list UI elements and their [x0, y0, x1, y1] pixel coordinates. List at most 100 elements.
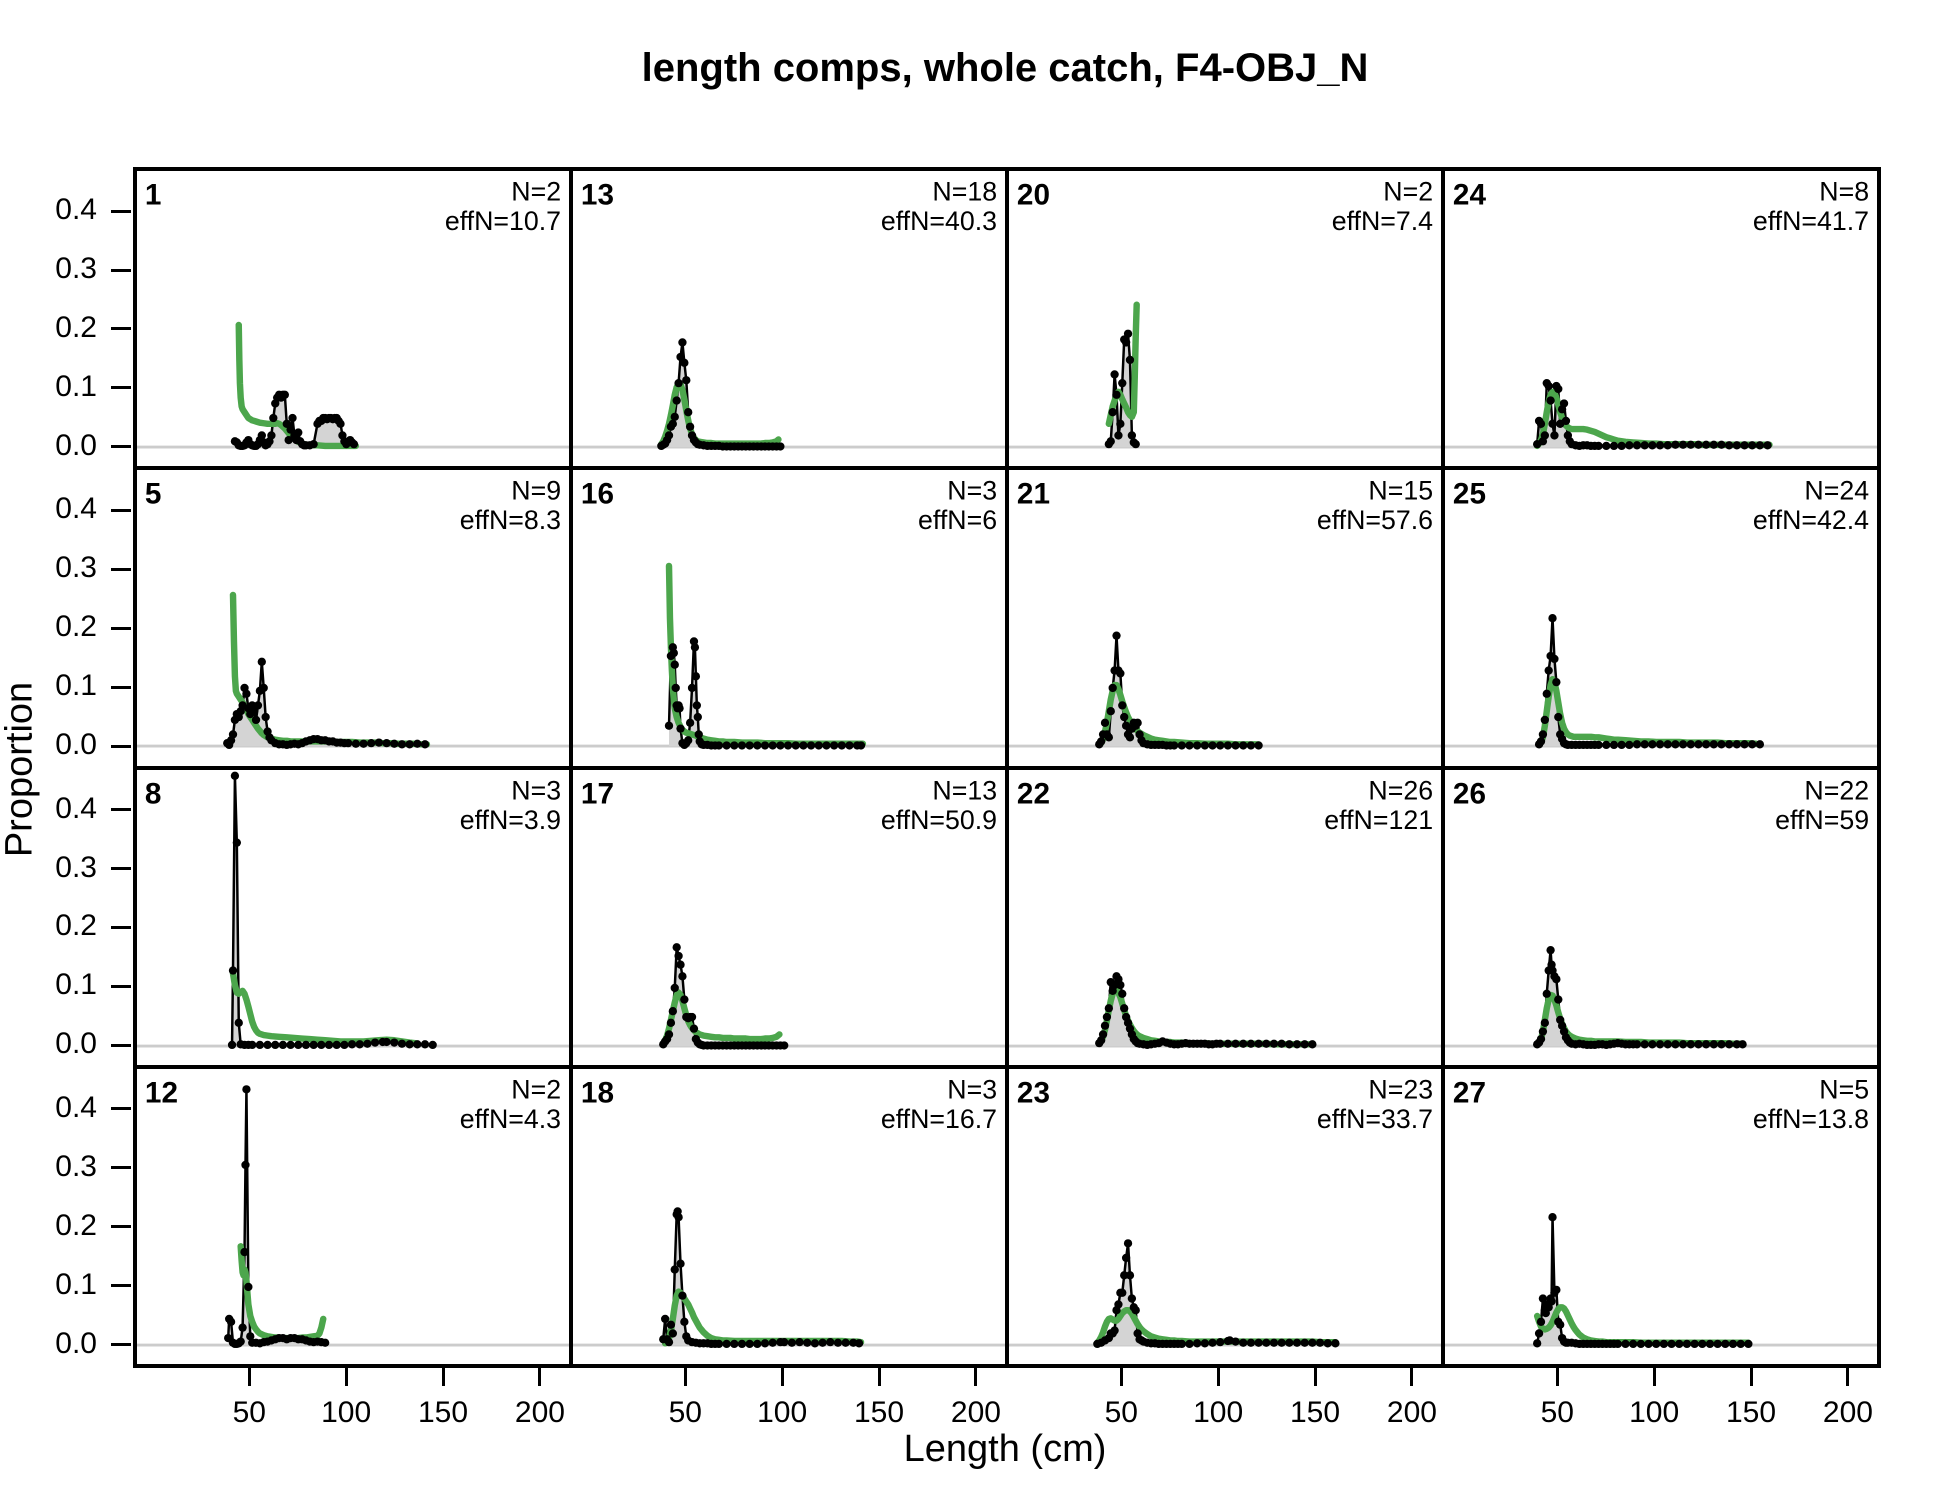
observed-points — [1095, 971, 1317, 1049]
y-tick-mark — [111, 268, 131, 272]
y-tick-mark — [111, 209, 131, 213]
panel-22: 22 N=26 effN=121 — [1007, 767, 1443, 1067]
y-tick-mark — [111, 386, 131, 390]
observed-fill — [663, 1211, 860, 1345]
x-tick-mark — [974, 1366, 978, 1386]
observed-line — [226, 1087, 326, 1345]
observed-points — [664, 637, 866, 750]
observed-fill — [1539, 618, 1760, 747]
x-tick-label: 50 — [668, 1396, 702, 1429]
sample-size-label: N=3 — [947, 476, 997, 506]
x-tick-mark — [247, 1366, 251, 1386]
sample-size-label: N=18 — [932, 177, 997, 207]
x-tick-mark — [1846, 1366, 1850, 1386]
x-axis-title: Length (cm) — [903, 1428, 1107, 1470]
y-tick-mark — [111, 1225, 131, 1229]
x-tick-label: 150 — [854, 1396, 905, 1429]
y-tick-label: 0.3 — [55, 551, 97, 585]
y-tick-label: 0.2 — [55, 310, 97, 344]
y-tick-label: 0.0 — [55, 1326, 97, 1360]
effective-n-label: effN=4.3 — [460, 1104, 561, 1134]
panel-id-label: 18 — [581, 1076, 614, 1109]
observed-points — [1532, 1212, 1753, 1348]
effective-n-label: effN=33.7 — [1317, 1104, 1433, 1134]
y-tick-label: 0.0 — [55, 728, 97, 762]
y-tick-mark — [111, 567, 131, 571]
y-tick-label: 0.0 — [55, 1027, 97, 1061]
observed-fill — [1537, 949, 1743, 1046]
x-tick-mark — [1313, 1366, 1317, 1386]
observed-points — [223, 657, 430, 750]
y-tick-label: 0.1 — [55, 1267, 97, 1301]
x-tick-mark — [1749, 1366, 1753, 1386]
y-tick-label: 0.4 — [55, 492, 97, 526]
observed-points — [230, 390, 359, 451]
panel-8: 8 N=3 effN=3.9 — [135, 767, 571, 1067]
panel-id-label: 12 — [145, 1076, 178, 1109]
observed-fill — [1099, 975, 1313, 1046]
observed-line — [1538, 617, 1760, 747]
x-tick-label: 50 — [232, 1396, 266, 1429]
expected-line — [229, 969, 419, 1046]
observed-points — [1532, 945, 1747, 1049]
y-tick-mark — [111, 1284, 131, 1288]
panel-id-label: 26 — [1453, 777, 1486, 810]
observed-points — [1532, 378, 1772, 451]
panel-id-label: 1 — [145, 179, 162, 212]
panel-id-label: 17 — [581, 777, 614, 810]
panel-1: 1 N=2 effN=10.7 — [135, 169, 571, 469]
x-tick-mark — [441, 1366, 445, 1386]
panel-id-label: 24 — [1453, 179, 1487, 212]
y-tick-mark — [111, 685, 131, 689]
observed-fill — [663, 946, 785, 1046]
observed-points — [1534, 614, 1765, 750]
x-tick-mark — [1410, 1366, 1414, 1386]
panel-id-label: 5 — [145, 478, 162, 511]
y-tick-mark — [111, 1043, 131, 1047]
y-tick-mark — [111, 1343, 131, 1347]
panel-17: 17 N=13 effN=50.9 — [571, 767, 1007, 1067]
sample-size-label: N=26 — [1368, 775, 1433, 805]
y-tick-label: 0.1 — [55, 968, 97, 1002]
effective-n-label: effN=41.7 — [1753, 206, 1869, 236]
expected-line — [1105, 301, 1140, 428]
sample-size-label: N=3 — [947, 1074, 997, 1104]
panel-id-label: 8 — [145, 777, 162, 810]
x-tick-label: 100 — [1629, 1396, 1680, 1429]
effective-n-label: effN=7.4 — [1332, 206, 1434, 236]
y-tick-mark — [111, 508, 131, 512]
x-tick-label: 150 — [1726, 1396, 1777, 1429]
y-tick-mark — [111, 808, 131, 812]
x-tick-label: 200 — [514, 1396, 565, 1429]
panel-id-label: 25 — [1453, 478, 1486, 511]
sample-size-label: N=8 — [1819, 177, 1869, 207]
effective-n-label: effN=6 — [918, 505, 997, 535]
sample-size-label: N=15 — [1368, 476, 1433, 506]
expected-line — [660, 988, 783, 1046]
effective-n-label: effN=40.3 — [881, 206, 997, 236]
y-tick-label: 0.3 — [55, 1149, 97, 1183]
y-tick-mark — [111, 867, 131, 871]
x-tick-mark — [344, 1366, 348, 1386]
x-tick-label: 100 — [321, 1396, 372, 1429]
sample-size-label: N=22 — [1804, 775, 1869, 805]
x-tick-label: 100 — [757, 1396, 808, 1429]
sample-size-label: N=5 — [1819, 1074, 1869, 1104]
x-tick-mark — [538, 1366, 542, 1386]
x-tick-mark — [780, 1366, 784, 1386]
sample-size-label: N=23 — [1368, 1074, 1433, 1104]
y-tick-label: 0.1 — [55, 369, 97, 403]
observed-points — [657, 338, 785, 451]
y-tick-mark — [111, 327, 131, 331]
